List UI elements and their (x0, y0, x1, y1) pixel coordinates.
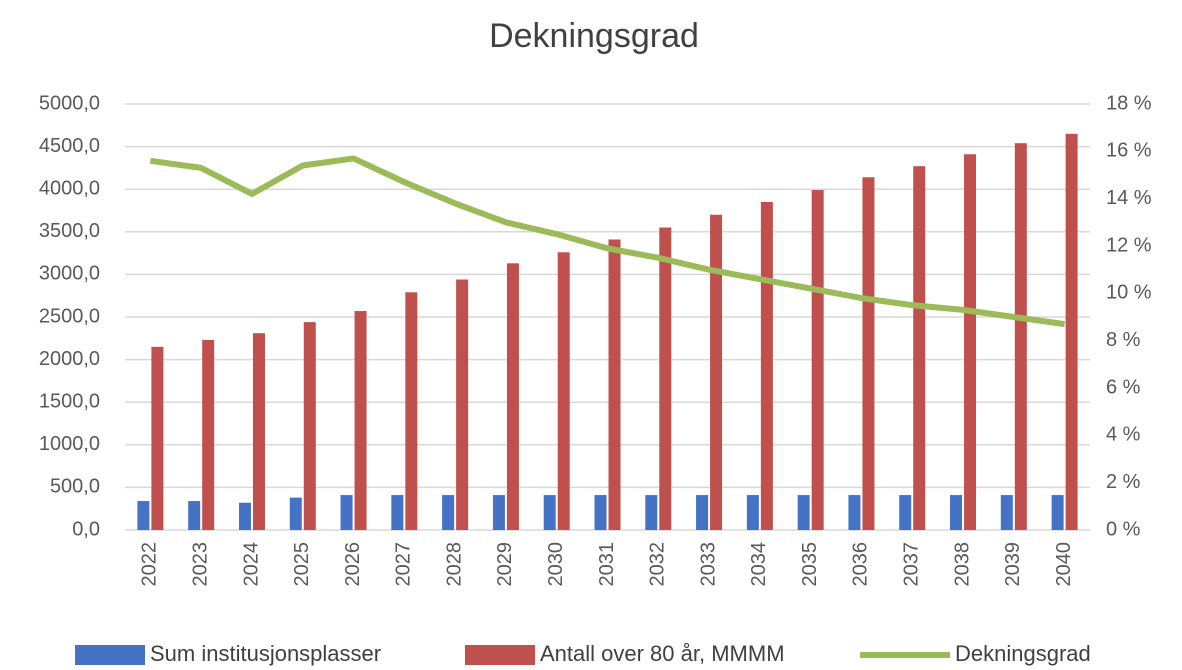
x-tick-label: 2034 (748, 542, 770, 587)
bar (913, 166, 926, 531)
bar (354, 311, 367, 530)
x-tick-label: 2022 (139, 542, 161, 587)
x-tick-label: 2024 (240, 542, 262, 587)
y-tick-label: 2500,0 (39, 305, 100, 327)
y2-tick-label: 18 % (1106, 92, 1152, 114)
bar (659, 227, 672, 531)
x-tick-label: 2040 (1053, 542, 1075, 587)
bar (608, 239, 621, 530)
bar (391, 495, 404, 530)
y-tick-label: 500,0 (50, 476, 100, 498)
x-tick-label: 2029 (494, 542, 516, 587)
bar (950, 495, 963, 530)
bar (151, 346, 164, 530)
bar (492, 495, 505, 530)
bar (238, 502, 251, 530)
x-tick-label: 2031 (596, 542, 618, 587)
x-tick-label: 2035 (799, 542, 821, 587)
y2-tick-label: 0 % (1106, 518, 1141, 540)
y2-tick-label: 4 % (1106, 424, 1141, 446)
bar (760, 201, 773, 531)
bar (188, 501, 201, 530)
legend-label: Sum institusjonsplasser (150, 641, 381, 666)
x-tick-label: 2030 (545, 542, 567, 587)
y-tick-label: 3500,0 (39, 220, 100, 242)
bar (645, 495, 658, 530)
line (149, 155, 1066, 328)
x-tick-label: 2027 (393, 542, 415, 587)
y2-tick-label: 2 % (1106, 471, 1141, 493)
x-tick-label: 2037 (901, 542, 923, 587)
bar (862, 177, 875, 530)
y-tick-label: 2000,0 (39, 348, 100, 370)
y-tick-label: 4000,0 (39, 177, 100, 199)
bar (543, 495, 556, 530)
bar (456, 279, 469, 530)
bar (252, 333, 265, 530)
bar (557, 252, 570, 531)
x-tick-label: 2028 (443, 542, 465, 587)
y2-tick-label: 8 % (1106, 329, 1141, 351)
bar (340, 495, 353, 530)
bar (405, 292, 418, 530)
y2-tick-label: 10 % (1106, 282, 1152, 304)
y-tick-label: 5000,0 (39, 92, 100, 114)
bar (594, 495, 607, 530)
bar (442, 495, 455, 530)
bar (303, 322, 316, 530)
x-tick-label: 2026 (342, 542, 364, 587)
x-tick-label: 2023 (189, 542, 211, 587)
x-tick-label: 2032 (647, 542, 669, 587)
x-tick-label: 2033 (697, 542, 719, 587)
y2-tick-label: 16 % (1106, 140, 1152, 162)
x-tick-label: 2038 (951, 542, 973, 587)
chart-title: Dekningsgrad (489, 17, 699, 55)
y-tick-label: 3000,0 (39, 263, 100, 285)
legend-swatch (465, 645, 535, 665)
bar (1000, 495, 1013, 530)
bar (710, 214, 723, 530)
bar (506, 263, 519, 530)
bar (848, 495, 861, 530)
x-tick-label: 2039 (1002, 542, 1024, 587)
y-tick-label: 0,0 (72, 518, 100, 540)
legend-label: Antall over 80 år, MMMM (540, 641, 785, 666)
y2-tick-label: 14 % (1106, 187, 1152, 209)
x-tick-label: 2036 (850, 542, 872, 587)
y-tick-label: 1000,0 (39, 433, 100, 455)
bar (1051, 495, 1064, 530)
legend-swatch (75, 645, 145, 665)
bar (811, 190, 824, 530)
y2-tick-label: 6 % (1106, 376, 1141, 398)
bar (964, 154, 977, 530)
bar (797, 495, 810, 530)
bar (202, 340, 215, 530)
legend-label: Dekningsgrad (955, 641, 1091, 666)
y-tick-label: 4500,0 (39, 135, 100, 157)
bar (696, 495, 709, 530)
bar (1014, 143, 1027, 530)
x-tick-label: 2025 (291, 542, 313, 587)
y2-tick-label: 12 % (1106, 234, 1152, 256)
y-tick-label: 1500,0 (39, 390, 100, 412)
bar (899, 495, 912, 530)
bar (1065, 133, 1078, 530)
bar (746, 495, 759, 530)
bar (137, 501, 150, 530)
bar (289, 497, 302, 530)
